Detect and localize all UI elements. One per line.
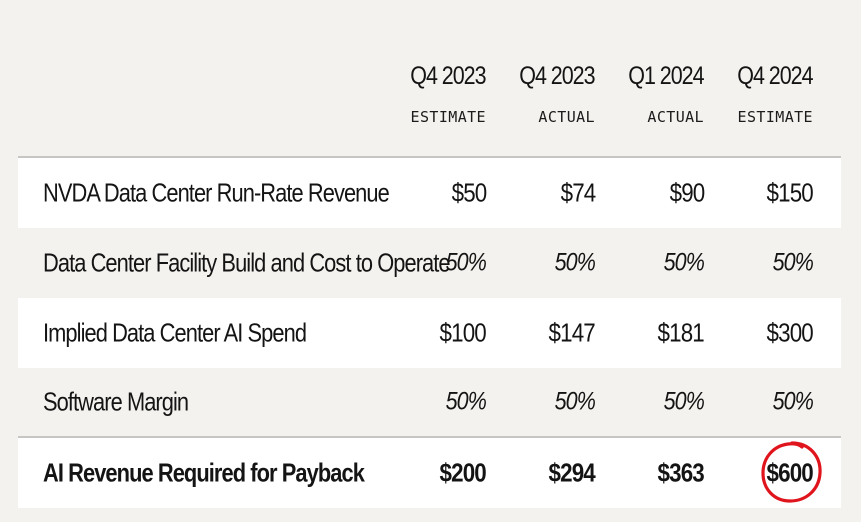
table-cell: 50% (663, 248, 705, 277)
table-cell: $100 (439, 317, 487, 348)
table-cell: $300 (766, 317, 814, 348)
table-row: Software Margin 50% 50% 50% 50% (18, 368, 841, 436)
table-cell: $147 (548, 317, 596, 348)
table-cell: 50% (772, 387, 814, 416)
row-label: Implied Data Center AI Spend (43, 317, 307, 348)
table-cell: $150 (766, 177, 814, 208)
table-cell: 50% (554, 387, 596, 416)
table-row: Data Center Facility Build and Cost to O… (18, 228, 841, 298)
table-cell: 50% (772, 248, 814, 277)
table-cell: $90 (669, 177, 705, 208)
column-header-quarter: Q4 2023 (410, 62, 487, 90)
column-header-4: Q4 2024 ESTIMATE (640, 0, 814, 140)
table-cell: $600 (766, 457, 814, 488)
row-label: AI Revenue Required for Payback (43, 457, 365, 488)
column-header-quarter: Q4 2024 (737, 62, 814, 90)
column-header-2: Q4 2023 ACTUAL (420, 0, 596, 140)
table-cell: $200 (439, 457, 487, 488)
column-header-type: ESTIMATE (737, 108, 813, 126)
column-header-quarter: Q4 2023 (519, 62, 596, 90)
column-header-quarter: Q1 2024 (628, 62, 705, 90)
table-row-total: AI Revenue Required for Payback $200 $29… (18, 438, 841, 508)
column-header-type: ACTUAL (647, 108, 704, 126)
table-cell: 50% (663, 387, 705, 416)
table-cell: 50% (445, 387, 487, 416)
table-cell: $363 (657, 457, 705, 488)
header-divider (18, 156, 841, 158)
table-cell: 50% (445, 248, 487, 277)
total-divider (18, 436, 841, 438)
row-label: Software Margin (43, 386, 189, 417)
table-cell: $294 (548, 457, 596, 488)
table-row: NVDA Data Center Run-Rate Revenue $50 $7… (18, 158, 841, 228)
table-cell: $181 (657, 317, 705, 348)
column-header-3: Q1 2024 ACTUAL (530, 0, 705, 140)
table-cell: $74 (560, 177, 596, 208)
row-label: NVDA Data Center Run-Rate Revenue (43, 177, 390, 208)
table-cell: 50% (554, 248, 596, 277)
table-row: Implied Data Center AI Spend $100 $147 $… (18, 298, 841, 368)
row-label: Data Center Facility Build and Cost to O… (43, 247, 451, 278)
column-header-type: ACTUAL (538, 108, 595, 126)
column-header-type: ESTIMATE (410, 108, 486, 126)
table-cell: $50 (451, 177, 487, 208)
column-header-1: Q4 2023 ESTIMATE (300, 0, 487, 140)
